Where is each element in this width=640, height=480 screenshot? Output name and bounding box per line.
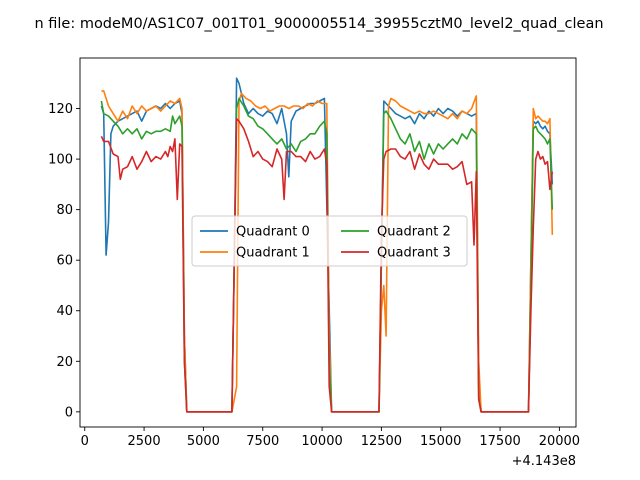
- legend-label: Quadrant 2: [377, 225, 451, 240]
- y-tick-label: 120: [48, 102, 73, 117]
- legend-label: Quadrant 0: [236, 225, 310, 240]
- y-tick-label: 40: [56, 304, 73, 319]
- x-tick-label: 0: [81, 434, 89, 449]
- legend-label: Quadrant 3: [377, 246, 451, 261]
- x-tick-label: 10000: [301, 434, 342, 449]
- y-tick-label: 60: [56, 254, 73, 269]
- y-tick-label: 80: [56, 203, 73, 218]
- series-line-quadrant-3: [100, 117, 554, 413]
- series-line-quadrant-1: [101, 90, 554, 413]
- x-tick-label: 20000: [539, 434, 580, 449]
- series-group: [100, 77, 554, 413]
- x-axis: 0 2500 5000 7500 10000 12500 15000 17500 20000: [81, 427, 580, 449]
- x-tick-label: 2500: [128, 434, 161, 449]
- y-tick-label: 0: [65, 405, 73, 420]
- x-tick-label: 5000: [187, 434, 220, 449]
- axes-frame: [79, 57, 577, 428]
- x-tick-label: 12500: [361, 434, 402, 449]
- x-tick-label: 17500: [479, 434, 520, 449]
- y-axis: 0 20 40 60 80 100 120: [48, 102, 80, 420]
- x-tick-label: 15000: [420, 434, 461, 449]
- legend: Quadrant 0 Quadrant 1 Quadrant 2 Quadrant 3: [191, 215, 468, 267]
- plot-frame: [79, 57, 577, 428]
- y-tick-label: 100: [48, 153, 73, 168]
- y-tick-label: 20: [56, 355, 73, 370]
- legend-box: [191, 215, 468, 267]
- x-axis-offset-label: +4.143e8: [512, 454, 576, 469]
- chart-title: n file: modeM0/AS1C07_001T01_9000005514_…: [34, 16, 603, 32]
- legend-label: Quadrant 1: [236, 246, 310, 261]
- x-tick-label: 7500: [246, 434, 279, 449]
- series-line-quadrant-2: [100, 97, 554, 413]
